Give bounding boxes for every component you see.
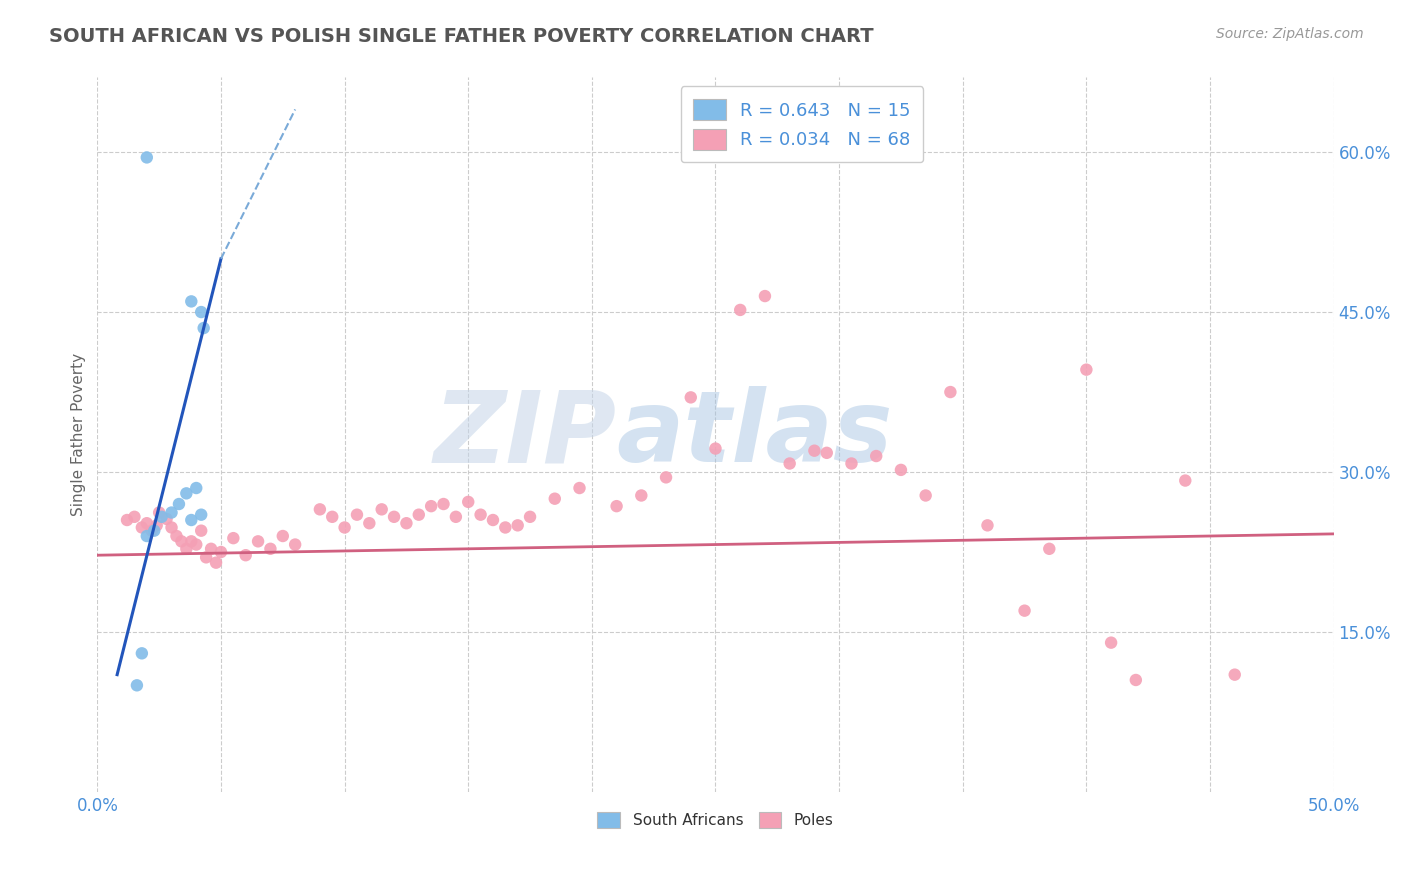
Point bbox=[271, 529, 294, 543]
Point bbox=[939, 385, 962, 400]
Point bbox=[176, 541, 198, 556]
Point bbox=[370, 502, 392, 516]
Point bbox=[284, 537, 307, 551]
Point bbox=[976, 518, 998, 533]
Point bbox=[803, 443, 825, 458]
Point bbox=[131, 520, 153, 534]
Point bbox=[1099, 635, 1122, 649]
Point bbox=[125, 678, 148, 692]
Point bbox=[519, 509, 541, 524]
Point bbox=[506, 518, 529, 533]
Point bbox=[180, 513, 202, 527]
Legend: South Africans, Poles: South Africans, Poles bbox=[592, 806, 839, 834]
Point bbox=[150, 509, 173, 524]
Point bbox=[333, 520, 356, 534]
Point bbox=[841, 457, 863, 471]
Point bbox=[865, 449, 887, 463]
Point bbox=[135, 529, 157, 543]
Point bbox=[408, 508, 430, 522]
Point bbox=[395, 516, 418, 531]
Point bbox=[180, 294, 202, 309]
Point bbox=[209, 545, 232, 559]
Point bbox=[160, 520, 183, 534]
Point bbox=[679, 390, 702, 404]
Point bbox=[190, 305, 212, 319]
Point bbox=[193, 321, 215, 335]
Point bbox=[259, 541, 281, 556]
Point bbox=[309, 502, 332, 516]
Point bbox=[135, 150, 157, 164]
Point bbox=[195, 550, 218, 565]
Point bbox=[630, 488, 652, 502]
Point bbox=[186, 537, 208, 551]
Point bbox=[141, 524, 163, 538]
Point bbox=[247, 534, 270, 549]
Point bbox=[815, 446, 838, 460]
Point bbox=[482, 513, 505, 527]
Point bbox=[190, 508, 212, 522]
Point bbox=[180, 534, 202, 549]
Point bbox=[1223, 667, 1246, 681]
Point bbox=[124, 509, 146, 524]
Point bbox=[115, 513, 138, 527]
Point bbox=[432, 497, 454, 511]
Y-axis label: Single Father Poverty: Single Father Poverty bbox=[72, 353, 86, 516]
Point bbox=[200, 541, 222, 556]
Point bbox=[914, 488, 936, 502]
Point bbox=[155, 512, 177, 526]
Point bbox=[779, 457, 801, 471]
Point bbox=[544, 491, 567, 506]
Point bbox=[135, 516, 157, 531]
Point bbox=[420, 499, 443, 513]
Point bbox=[346, 508, 368, 522]
Point bbox=[222, 531, 245, 545]
Point bbox=[444, 509, 467, 524]
Point bbox=[167, 497, 190, 511]
Point bbox=[1076, 362, 1098, 376]
Point bbox=[321, 509, 343, 524]
Point bbox=[1038, 541, 1060, 556]
Point bbox=[359, 516, 381, 531]
Point bbox=[1014, 604, 1036, 618]
Point bbox=[148, 506, 170, 520]
Point bbox=[145, 518, 167, 533]
Point bbox=[131, 646, 153, 660]
Point bbox=[186, 481, 208, 495]
Point bbox=[205, 556, 228, 570]
Point bbox=[166, 529, 188, 543]
Point bbox=[728, 302, 751, 317]
Point bbox=[470, 508, 492, 522]
Point bbox=[606, 499, 628, 513]
Point bbox=[190, 524, 212, 538]
Point bbox=[1125, 673, 1147, 687]
Point bbox=[143, 524, 166, 538]
Point bbox=[568, 481, 591, 495]
Text: ZIP: ZIP bbox=[433, 386, 617, 483]
Text: SOUTH AFRICAN VS POLISH SINGLE FATHER POVERTY CORRELATION CHART: SOUTH AFRICAN VS POLISH SINGLE FATHER PO… bbox=[49, 27, 875, 45]
Point bbox=[890, 463, 912, 477]
Point bbox=[170, 534, 193, 549]
Text: Source: ZipAtlas.com: Source: ZipAtlas.com bbox=[1216, 27, 1364, 41]
Point bbox=[382, 509, 405, 524]
Point bbox=[160, 506, 183, 520]
Point bbox=[235, 548, 257, 562]
Point bbox=[704, 442, 727, 456]
Point bbox=[655, 470, 678, 484]
Point bbox=[176, 486, 198, 500]
Text: atlas: atlas bbox=[617, 386, 893, 483]
Point bbox=[1174, 474, 1197, 488]
Point bbox=[457, 495, 479, 509]
Point bbox=[754, 289, 776, 303]
Point bbox=[494, 520, 516, 534]
